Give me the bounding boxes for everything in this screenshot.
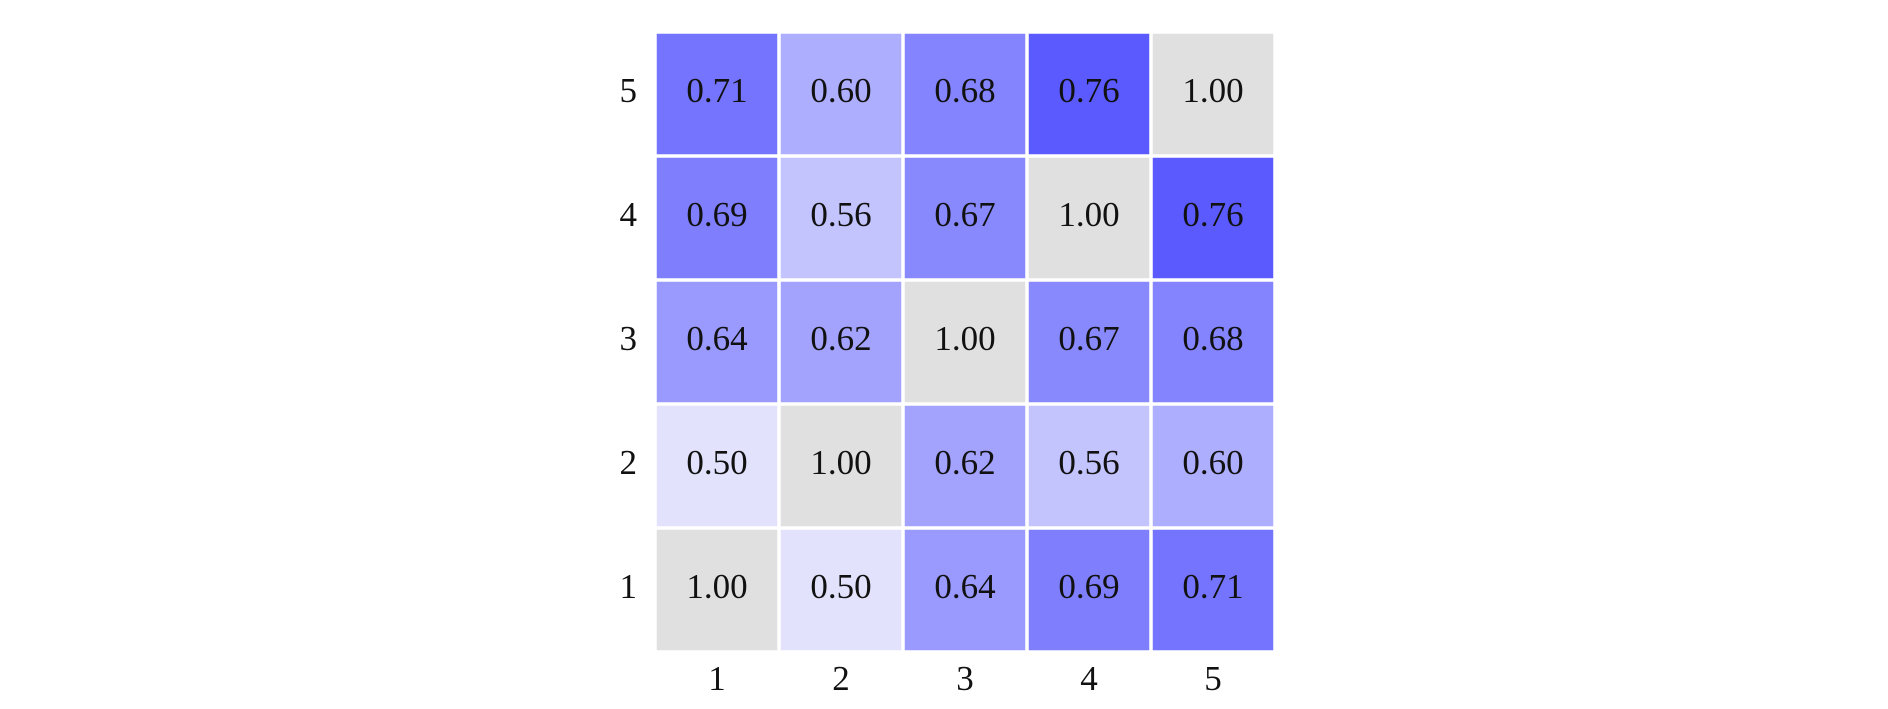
heatmap-cell [780,405,902,527]
cell-label: 0.71 [1182,567,1243,606]
heatmap-cell [656,33,778,155]
x-tick-label: 1 [708,659,726,698]
heatmap-cell [780,157,902,279]
y-tick-label: 4 [620,195,638,234]
cell-label: 0.62 [810,319,871,358]
heatmap-cell [1152,281,1274,403]
x-tick-label: 5 [1204,659,1222,698]
heatmap-cell [904,529,1026,651]
cell-label: 0.56 [810,195,871,234]
heatmap-cell [780,281,902,403]
heatmap-cell [656,529,778,651]
heatmap-cell [1028,157,1150,279]
cell-label: 1.00 [686,567,747,606]
heatmap-cell [904,281,1026,403]
cell-label: 1.00 [1058,195,1119,234]
cell-label: 0.60 [810,71,871,110]
y-tick-label: 2 [620,443,638,482]
heatmap-cell [904,33,1026,155]
heatmap-cell [1028,33,1150,155]
heatmap-cell [1028,529,1150,651]
cell-label: 0.64 [934,567,995,606]
heatmap-cell [1028,281,1150,403]
cell-label: 0.67 [1058,319,1119,358]
cell-label: 0.50 [686,443,747,482]
heatmap-cell [656,157,778,279]
x-tick-label: 2 [832,659,850,698]
cell-label: 0.76 [1058,71,1119,110]
cell-label: 0.67 [934,195,995,234]
heatmap-cell [656,281,778,403]
heatmap-cell [904,405,1026,527]
cell-label: 0.76 [1182,195,1243,234]
cell-label: 1.00 [934,319,995,358]
heatmap-cell [1152,405,1274,527]
heatmap-cell [656,405,778,527]
y-tick-label: 1 [620,567,638,606]
cell-label: 0.68 [934,71,995,110]
cell-label: 0.69 [686,195,747,234]
x-tick-label: 4 [1080,659,1098,698]
cell-label: 0.60 [1182,443,1243,482]
cell-label: 0.68 [1182,319,1243,358]
x-tick-label: 3 [956,659,974,698]
heatmap-cell [1152,33,1274,155]
cell-label: 1.00 [1182,71,1243,110]
y-tick-label: 3 [620,319,638,358]
heatmap-cell [1152,529,1274,651]
cell-label: 0.62 [934,443,995,482]
cell-label: 0.71 [686,71,747,110]
heatmap-cell [904,157,1026,279]
cell-label: 0.56 [1058,443,1119,482]
heatmap-cell [1028,405,1150,527]
cell-label: 0.64 [686,319,747,358]
cell-label: 0.69 [1058,567,1119,606]
y-tick-label: 5 [620,71,638,110]
heatmap-cell [1152,157,1274,279]
heatmap-cell [780,529,902,651]
heatmap-cell [780,33,902,155]
cell-label: 0.50 [810,567,871,606]
cell-label: 1.00 [810,443,871,482]
